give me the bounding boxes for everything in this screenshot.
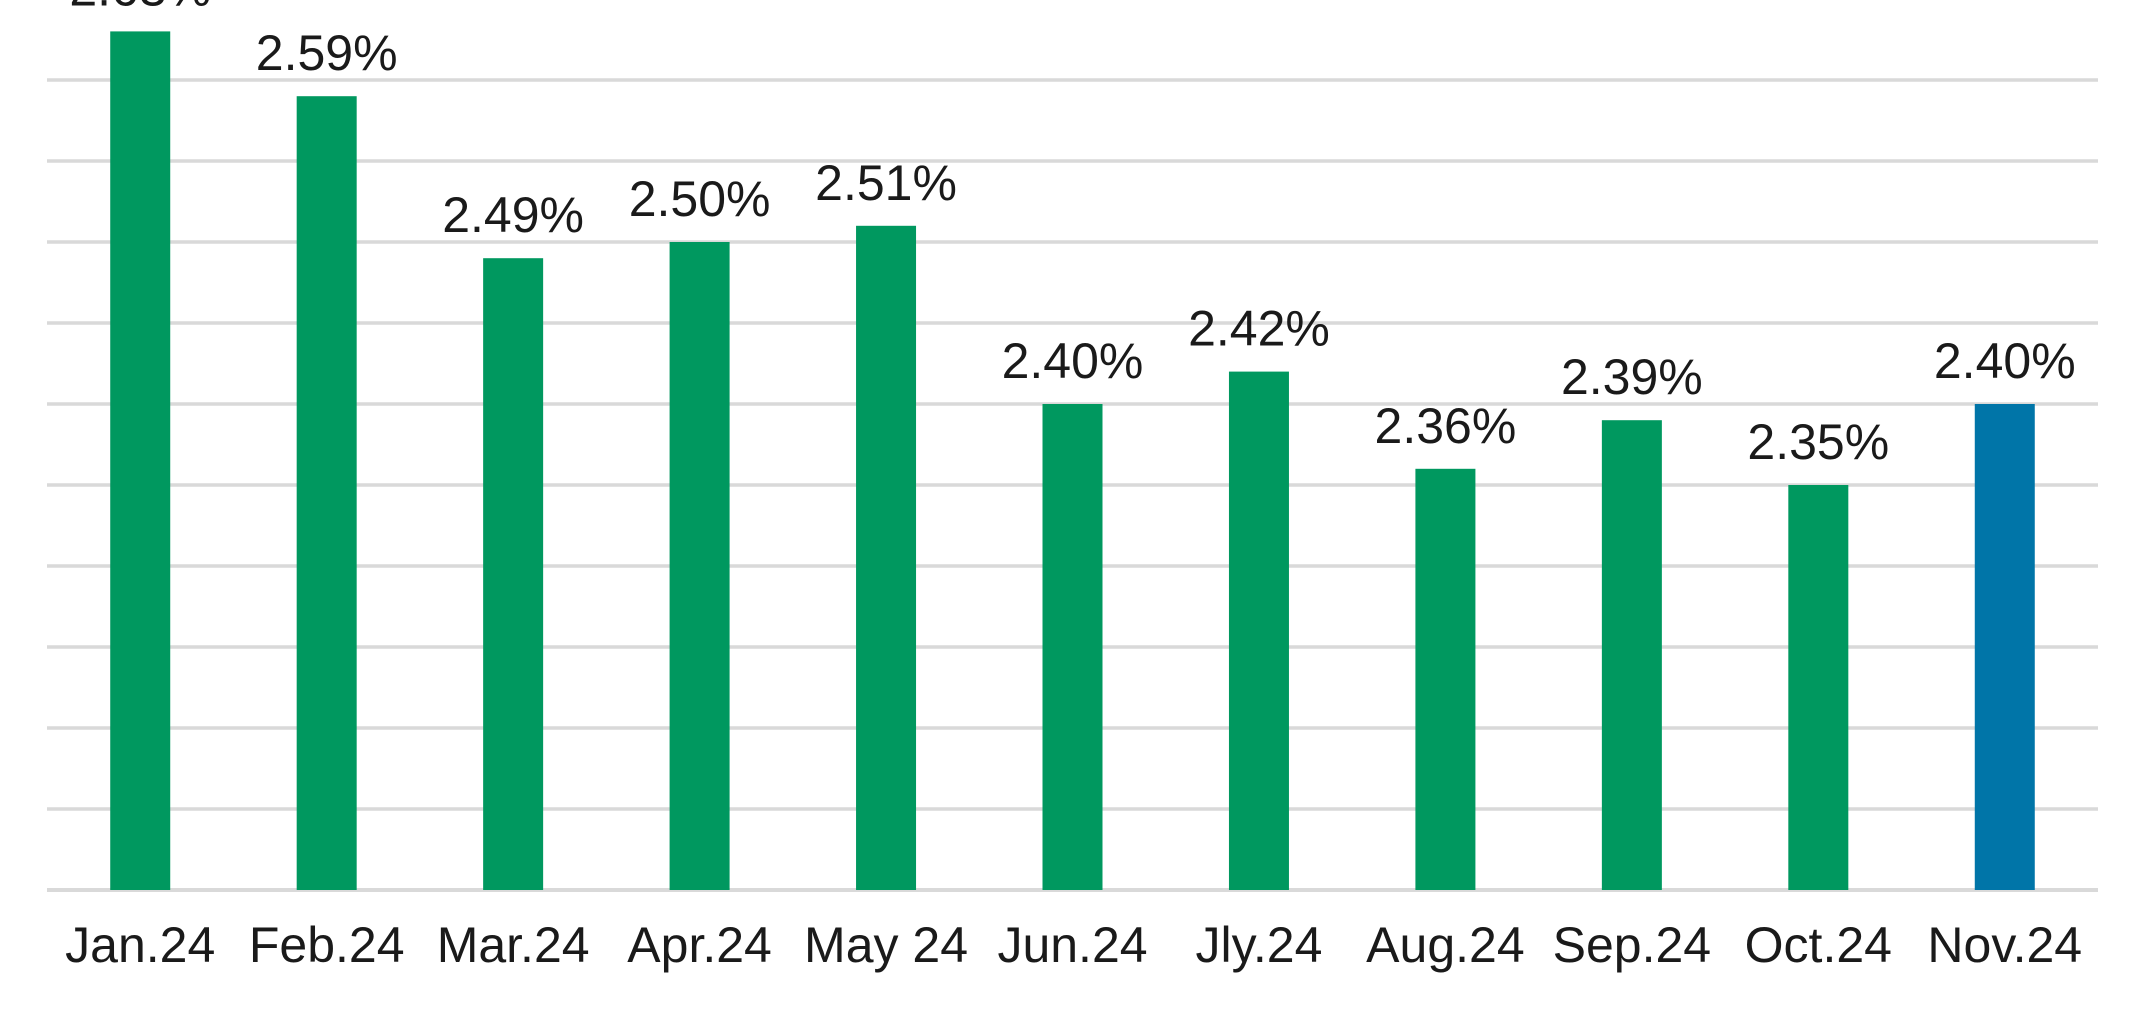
data-label: 2.50%	[629, 171, 771, 227]
data-label: 2.63%	[69, 0, 211, 16]
x-tick-label: Jan.24	[65, 917, 215, 973]
x-tick-label: Nov.24	[1927, 917, 2082, 973]
x-tick-label: Mar.24	[437, 917, 590, 973]
data-labels: 2.63% 2.59% 2.49% 2.50% 2.51% 2.40% 2.42% 2.36%…	[69, 0, 2075, 470]
x-tick-label: May 24	[804, 917, 968, 973]
bar-jan-24	[110, 31, 171, 890]
x-axis-tick-labels: Jan.24 Feb.24 Mar.24 Apr.24 May 24 Jun.24 Jly.…	[65, 917, 2082, 973]
bar-oct-24	[1788, 485, 1849, 890]
x-tick-label: Feb.24	[249, 917, 405, 973]
bar-mar-24	[483, 258, 544, 890]
bar-jun-24	[1042, 404, 1103, 890]
data-label: 2.51%	[815, 155, 957, 211]
bar-sep-24	[1601, 420, 1662, 890]
bar-jly-24	[1228, 371, 1289, 891]
bar-apr-24	[669, 242, 730, 890]
data-label: 2.49%	[442, 187, 584, 243]
x-tick-label: Jly.24	[1196, 917, 1323, 973]
data-label: 2.42%	[1188, 301, 1330, 357]
data-label: 2.59%	[256, 25, 398, 81]
x-tick-label: Jun.24	[997, 917, 1147, 973]
bars	[110, 31, 2035, 891]
x-tick-label: Aug.24	[1366, 917, 1524, 973]
data-label: 2.39%	[1561, 349, 1703, 405]
x-tick-label: Oct.24	[1745, 917, 1892, 973]
data-label: 2.35%	[1747, 414, 1889, 470]
bar-feb-24	[296, 96, 357, 890]
bar-may-24	[856, 225, 917, 891]
x-tick-label: Apr.24	[627, 917, 772, 973]
data-label: 2.40%	[1002, 333, 1144, 389]
bar-nov-24	[1974, 404, 2035, 890]
bar-aug-24	[1415, 468, 1476, 890]
data-label: 2.40%	[1934, 333, 2076, 389]
x-tick-label: Sep.24	[1553, 917, 1711, 973]
data-label: 2.36%	[1375, 398, 1517, 454]
